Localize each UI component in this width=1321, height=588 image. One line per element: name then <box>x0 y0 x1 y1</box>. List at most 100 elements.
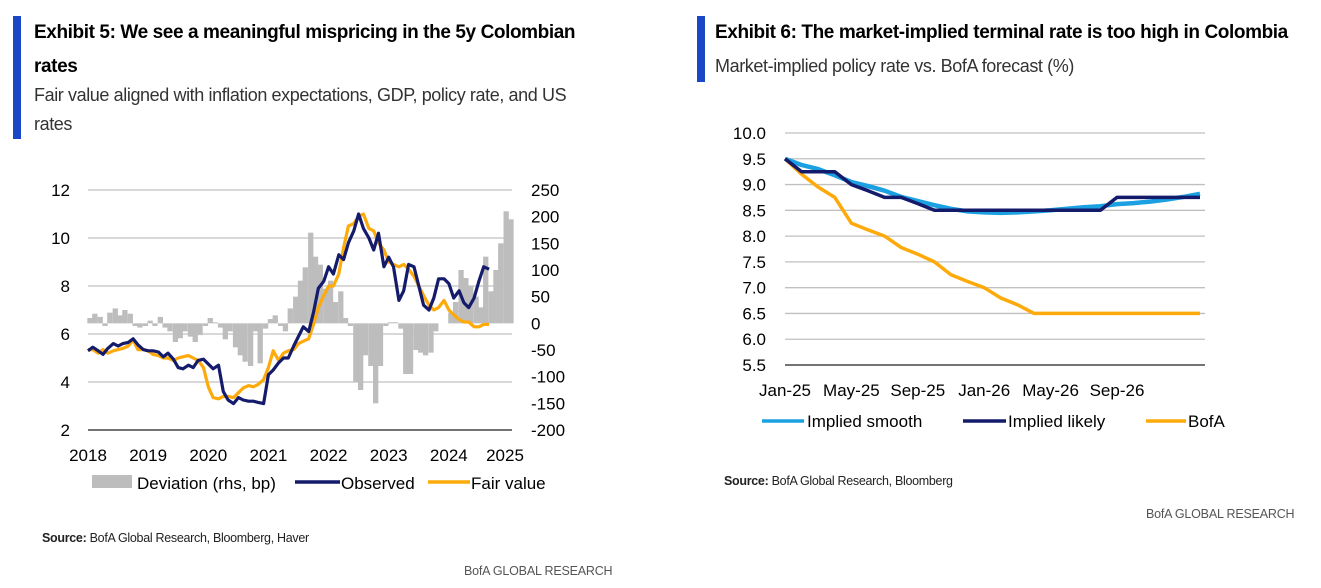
exhibit-5-title-line1: Exhibit 5: We see a meaningful mispricin… <box>34 22 576 43</box>
deviation-bar <box>323 288 329 324</box>
x-tick-label: 2025 <box>486 446 524 465</box>
y-right-tick-label: -200 <box>531 421 565 440</box>
deviation-bar <box>373 323 379 404</box>
deviation-bar <box>172 323 179 342</box>
deviation-bar <box>488 291 494 324</box>
deviation-bar <box>187 323 194 337</box>
deviation-bar <box>267 319 274 324</box>
deviation-bar <box>167 323 173 332</box>
y-right-tick-label: 250 <box>531 181 559 200</box>
exhibit-5-legend: Deviation (rhs, bp) Observed Fair value <box>92 474 546 493</box>
deviation-bar <box>338 291 344 324</box>
deviation-bar <box>418 323 424 353</box>
y-left-tick-label: 10 <box>51 229 70 248</box>
exhibit-6-footer: BofA GLOBAL RESEARCH <box>1146 507 1295 521</box>
y-tick-label: 10.0 <box>733 124 766 143</box>
deviation-bar <box>142 323 148 326</box>
deviation-bar <box>212 322 218 324</box>
deviation-bar <box>388 322 394 324</box>
deviation-bar <box>317 264 323 324</box>
exhibit-5-source: Source: BofA Global Research, Bloomberg,… <box>42 531 309 545</box>
deviation-bar <box>428 323 434 353</box>
y-tick-label: 9.0 <box>742 176 766 195</box>
x-tick-label: 2023 <box>370 446 408 465</box>
deviation-bar <box>107 312 113 324</box>
deviation-bar <box>433 323 439 332</box>
deviation-bar <box>332 302 339 324</box>
deviation-bar <box>498 243 504 324</box>
exhibit-5-footer: BofA GLOBAL RESEARCH <box>464 564 613 578</box>
exhibit-6-legend: Implied smooth Implied likely BofA <box>762 412 1226 431</box>
deviation-bar <box>122 310 128 324</box>
legend-deviation-label: Deviation (rhs, bp) <box>137 474 276 493</box>
y-left-tick-label: 8 <box>61 277 70 296</box>
exhibit-6-chart: 5.5 6.0 6.5 7.0 7.5 8.0 8.5 9.0 9.5 10.0 Jan-25 May… <box>733 124 1226 431</box>
deviation-bar <box>398 323 404 329</box>
deviation-bar <box>483 256 489 324</box>
legend-deviation-swatch <box>92 475 132 488</box>
y-tick-label: 9.5 <box>742 150 766 169</box>
y-right-tick-label: 50 <box>531 288 550 307</box>
deviation-bar <box>162 323 168 328</box>
deviation-bar <box>347 323 354 326</box>
deviation-bar <box>207 318 213 324</box>
deviation-bar <box>202 323 209 326</box>
deviation-bar <box>217 323 224 328</box>
deviation-bar <box>357 323 364 390</box>
observed-line <box>87 212 490 406</box>
deviation-bar <box>508 219 514 324</box>
deviation-bar <box>392 322 399 324</box>
deviation-bar <box>197 323 203 336</box>
deviation-bar <box>302 267 308 324</box>
deviation-bar <box>413 323 419 350</box>
source-label: Source: <box>724 474 769 488</box>
deviation-bar <box>308 232 314 324</box>
y-left-tick-label: 6 <box>61 325 70 344</box>
exhibit-5-title-line2: rates <box>34 56 78 77</box>
deviation-bar <box>448 312 454 324</box>
deviation-bar <box>232 323 239 348</box>
deviation-bar <box>137 323 143 328</box>
y-tick-label: 7.5 <box>742 253 766 272</box>
y-tick-label: 6.0 <box>742 330 766 349</box>
x-tick-label: 2021 <box>250 446 288 465</box>
deviation-bar <box>147 320 153 324</box>
exhibit-6-title: Exhibit 6: The market-implied terminal r… <box>715 22 1288 43</box>
deviation-bar <box>493 270 499 324</box>
y-right-tick-label: -150 <box>531 394 565 413</box>
exhibit-5-subtitle-line1: Fair value aligned with inflation expect… <box>34 85 567 105</box>
deviation-bar <box>87 318 93 324</box>
deviation-bar <box>252 323 259 332</box>
deviation-bar <box>353 323 359 382</box>
deviation-bar <box>327 280 334 324</box>
source-text: BofA Global Research, Bloomberg <box>768 474 953 488</box>
y-tick-label: 8.0 <box>742 227 766 246</box>
x-tick-label: Sep-25 <box>890 381 945 400</box>
deviation-bar <box>257 323 263 364</box>
y-tick-label: 6.5 <box>742 304 766 323</box>
deviation-bar <box>403 323 409 374</box>
source-text: BofA Global Research, Bloomberg, Haver <box>86 531 310 545</box>
implied-likely-line <box>783 157 1200 213</box>
x-tick-label: 2024 <box>430 446 468 465</box>
x-tick-label: Jan-26 <box>958 381 1010 400</box>
x-tick-label: May-26 <box>1022 381 1079 400</box>
exhibit-5-accent-bar <box>13 16 21 139</box>
legend-implied-likely-label: Implied likely <box>1008 412 1106 431</box>
exhibit-5-panel: Exhibit 5: We see a meaningful mispricin… <box>0 0 660 588</box>
deviation-bar <box>478 307 484 324</box>
deviation-bar <box>157 316 164 324</box>
bofa-line <box>783 157 1200 316</box>
deviation-bar <box>342 318 349 324</box>
y-right-tick-label: -100 <box>531 368 565 387</box>
deviation-bar <box>117 315 123 324</box>
deviation-bar <box>293 296 299 324</box>
deviation-bar <box>407 323 414 374</box>
legend-fair-value-label: Fair value <box>471 474 546 493</box>
deviation-bar <box>237 323 243 356</box>
deviation-bar <box>453 302 459 324</box>
y-right-tick-label: -50 <box>531 341 556 360</box>
legend-bofa-label: BofA <box>1188 412 1226 431</box>
exhibit-6-panel: Exhibit 6: The market-implied terminal r… <box>690 0 1321 588</box>
legend-observed-label: Observed <box>341 474 415 493</box>
